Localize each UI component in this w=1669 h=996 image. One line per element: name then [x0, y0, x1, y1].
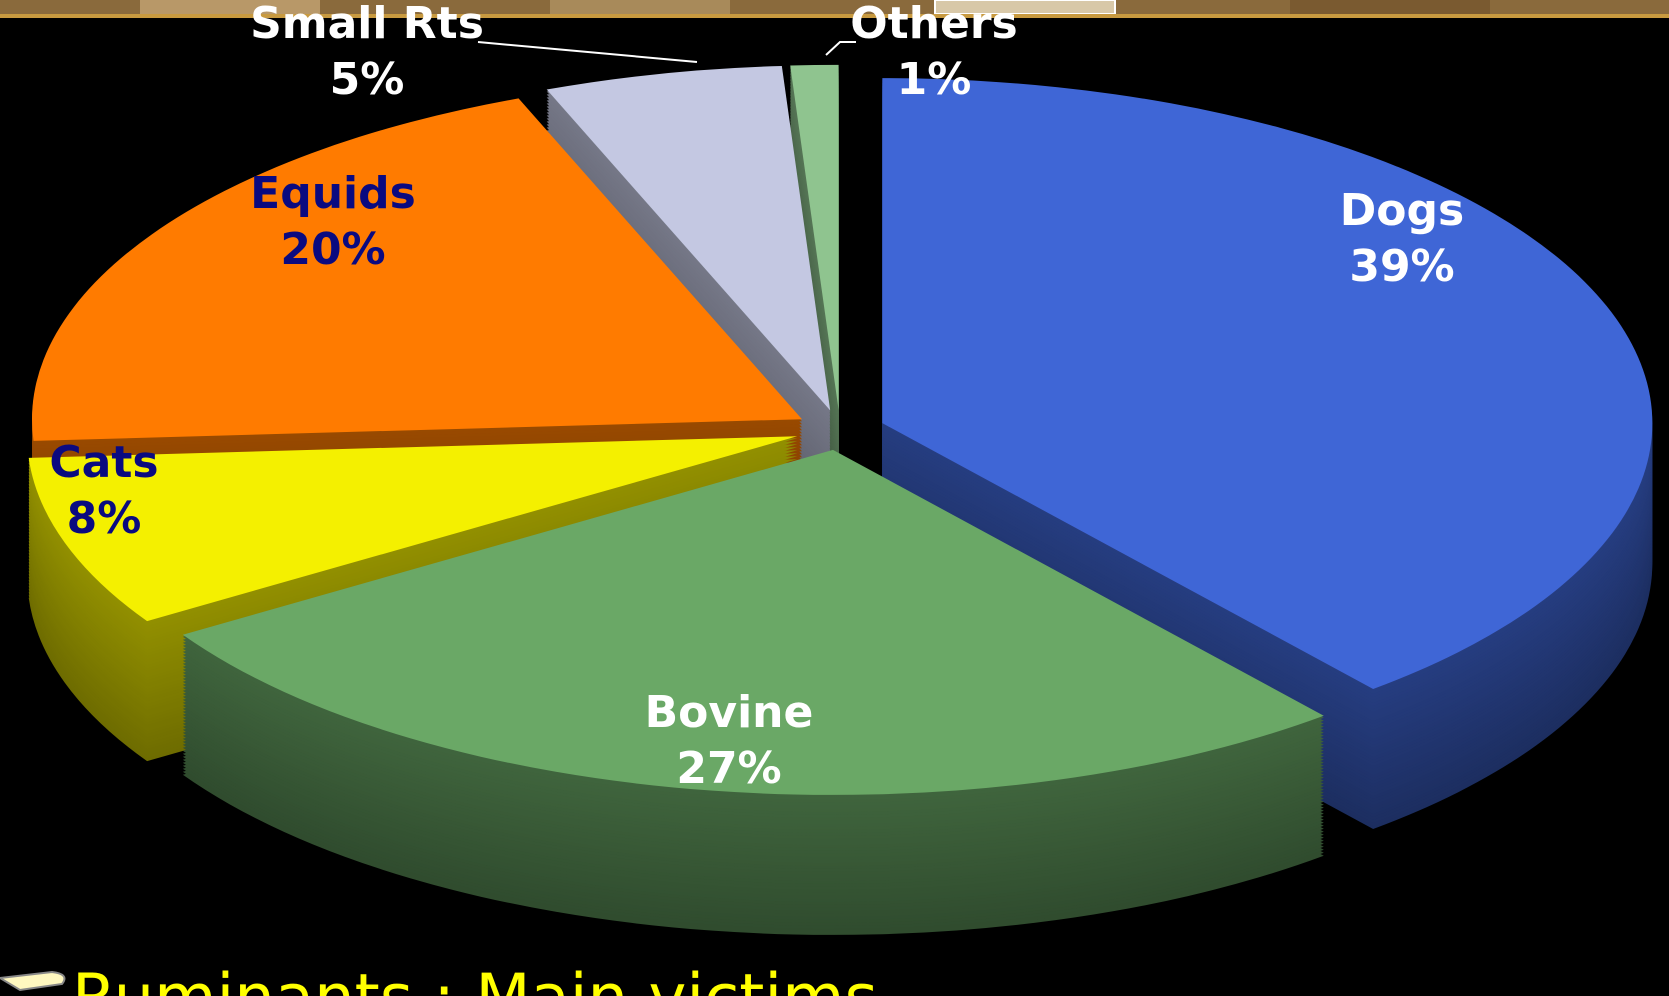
- hand-icon: [0, 970, 66, 992]
- slice-percent: 39%: [1349, 241, 1454, 292]
- top-banner: [0, 0, 1669, 18]
- pie-slice: [32, 98, 803, 441]
- slice-name: Cats: [49, 437, 158, 488]
- pie-chart: [28, 64, 1653, 935]
- banner-tile: [140, 0, 320, 14]
- pie-slice: [28, 436, 798, 622]
- pie-slice: [882, 78, 1653, 689]
- banner-tile: [550, 0, 730, 14]
- caption: Ruminants : Main victims: [72, 962, 878, 996]
- leader-line: [477, 41, 698, 63]
- banner-strip: [0, 0, 1669, 14]
- slice-percent: 8%: [67, 493, 142, 544]
- banner-line: [0, 14, 1669, 18]
- slice-name: Equids: [250, 168, 416, 219]
- slice-percent: 20%: [280, 224, 385, 275]
- slice-name: Bovine: [645, 687, 814, 738]
- slice-percent: 27%: [676, 743, 781, 794]
- pie-slice: [182, 449, 1324, 795]
- slice-percent: 1%: [897, 54, 972, 105]
- leader-line: [825, 41, 856, 56]
- slice-percent: 5%: [330, 54, 405, 105]
- slice-name: Others: [850, 0, 1018, 49]
- slice-name: Dogs: [1340, 185, 1464, 236]
- pie-slice: [546, 66, 831, 411]
- pie-slice: [790, 64, 839, 410]
- banner-tile: [1290, 0, 1490, 14]
- slice-name: Small Rts: [250, 0, 484, 49]
- pointer-icon: [0, 970, 66, 992]
